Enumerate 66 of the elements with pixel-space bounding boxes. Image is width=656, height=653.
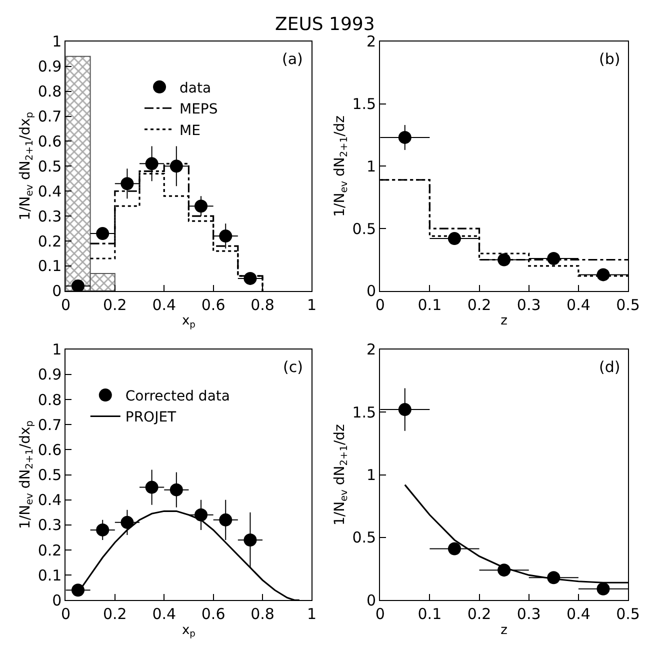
y-tick-label: 0.1 <box>38 257 62 276</box>
y-tick-label: 0.7 <box>38 108 62 126</box>
annotation: (d) <box>599 358 620 376</box>
legend-label: data <box>180 80 212 96</box>
x-axis-title: z <box>500 314 508 329</box>
y-tick-label: 0 <box>52 591 62 610</box>
annotation: (a) <box>282 50 303 68</box>
y-tick-label: 0.6 <box>38 440 62 459</box>
x-tick-label: 0.6 <box>201 296 226 314</box>
y-tick-label: 1 <box>52 32 62 51</box>
x-axis-title: x$_{p}$ <box>182 622 196 640</box>
legend-label: Corrected data <box>125 388 230 405</box>
y-tick-label: 0.5 <box>38 157 62 176</box>
x-tick-label: 0.8 <box>250 605 274 624</box>
x-tick-label: 0.1 <box>418 605 442 624</box>
y-tick-label: 1 <box>52 340 62 359</box>
y-tick-label: 0.1 <box>38 566 62 584</box>
y-tick-label: 0.3 <box>38 516 62 534</box>
y-tick-label: 0.5 <box>38 466 62 484</box>
y-tick-label: 2 <box>366 32 376 51</box>
y-tick-label: 0.8 <box>38 82 62 101</box>
y-tick-label: 1 <box>366 466 376 484</box>
x-tick-label: 0.5 <box>616 605 640 624</box>
x-tick-label: 0.4 <box>566 296 590 314</box>
x-tick-label: 0.6 <box>201 605 226 624</box>
x-axis-title: z <box>500 622 508 638</box>
y-tick-label: 0.7 <box>38 416 62 434</box>
legend-label: MEPS <box>180 102 218 118</box>
y-tick-label: 0.5 <box>352 528 376 547</box>
x-tick-label: 0.8 <box>250 296 274 314</box>
y-tick-label: 0 <box>366 282 376 300</box>
y-tick-label: 1 <box>366 157 376 176</box>
y-tick-label: 0.4 <box>38 491 62 510</box>
x-tick-label: 0.1 <box>418 296 442 314</box>
y-tick-label: 0.9 <box>38 366 62 384</box>
y-tick-label: 0.3 <box>38 207 62 226</box>
x-tick-label: 0.4 <box>152 605 176 624</box>
y-tick-label: 0.8 <box>38 390 62 409</box>
annotation: (c) <box>283 358 303 376</box>
legend-label: PROJET <box>125 410 177 426</box>
x-tick-label: 0.4 <box>152 296 176 314</box>
y-tick-label: 0.4 <box>38 182 62 200</box>
x-tick-label: 0.4 <box>566 605 590 624</box>
y-tick-label: 0.6 <box>38 132 62 150</box>
x-tick-label: 1 <box>306 605 316 624</box>
x-tick-label: 0.2 <box>102 605 127 624</box>
y-tick-label: 1.5 <box>352 403 376 422</box>
x-tick-label: 0.2 <box>467 296 492 314</box>
x-tick-label: 0.5 <box>616 296 640 314</box>
y-tick-label: 0.5 <box>352 220 376 238</box>
y-tick-label: 0 <box>366 591 376 610</box>
y-tick-label: 2 <box>366 340 376 359</box>
legend-label: ME <box>180 122 200 139</box>
x-tick-label: 0.2 <box>102 296 127 314</box>
x-tick-label: 1 <box>306 296 316 314</box>
y-tick-label: 1.5 <box>352 95 376 114</box>
x-tick-label: 0.3 <box>516 605 541 624</box>
x-tick-label: 0.3 <box>516 296 541 314</box>
y-tick-label: 0.2 <box>38 232 62 250</box>
y-tick-label: 0.2 <box>38 541 62 560</box>
x-tick-label: 0.2 <box>467 605 492 624</box>
annotation: (b) <box>599 50 620 68</box>
chart-title: ZEUS 1993 <box>275 14 375 35</box>
x-axis-title: x$_{p}$ <box>182 314 196 330</box>
y-tick-label: 0 <box>52 282 62 300</box>
y-tick-label: 0.9 <box>38 58 62 76</box>
